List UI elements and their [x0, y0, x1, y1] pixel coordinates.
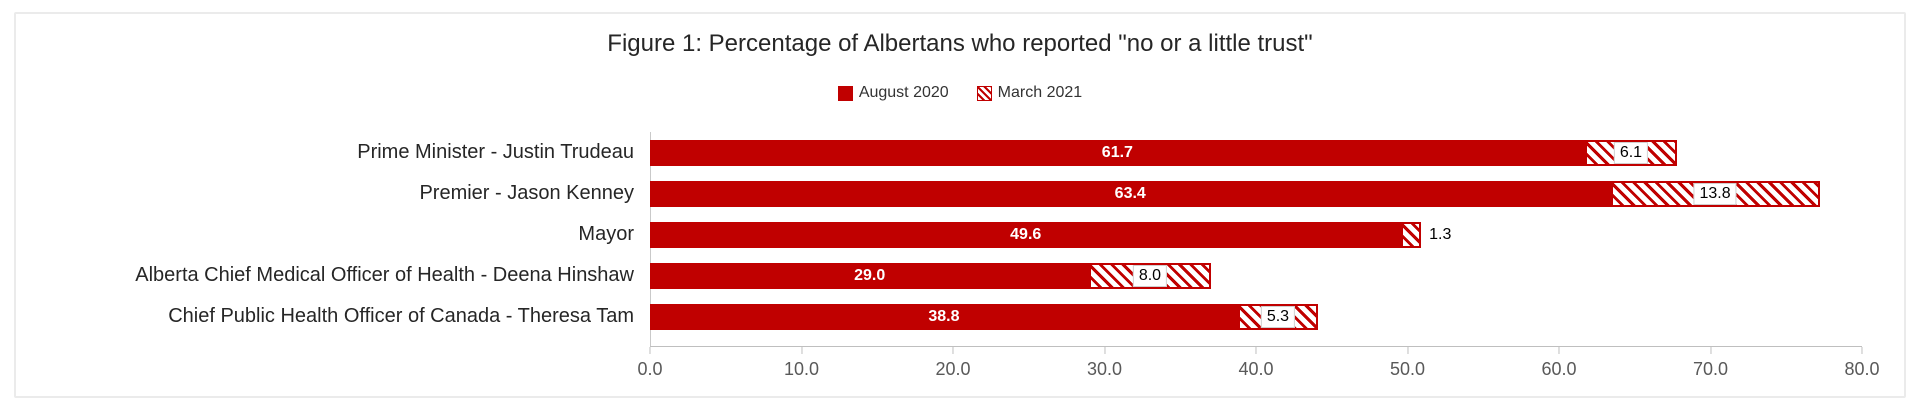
- category-label: Chief Public Health Officer of Canada - …: [168, 305, 634, 327]
- x-axis-tick: 0.0: [637, 347, 663, 380]
- x-axis: 0.0 10.0 20.0 30.0 40.0 50.0 60.0 70.0 80.0: [637, 346, 1880, 386]
- tick-label: 40.0: [1238, 359, 1274, 379]
- x-axis-tick: 10.0: [784, 347, 819, 380]
- bar-track: 38.8 5.3 5.3: [650, 303, 1862, 330]
- tick-mark: [800, 347, 802, 354]
- x-axis-tick: 60.0: [1541, 347, 1577, 380]
- bar-value-label-august: 29.0: [854, 266, 886, 284]
- chart-row: Prime Minister - Justin Trudeau 61.7 6.1…: [16, 132, 1862, 173]
- tick-label: 10.0: [783, 359, 820, 379]
- tick-mark: [952, 347, 954, 354]
- chart-row: Chief Public Health Officer of Canada - …: [16, 296, 1862, 337]
- legend-swatch-hatched: [976, 85, 992, 101]
- bar-march-2021: 1.3: [1401, 221, 1422, 248]
- bar-august-2020: 38.8: [650, 303, 1238, 330]
- tick-label: 20.0: [935, 359, 971, 379]
- tick-mark: [1709, 347, 1711, 354]
- tick-label: 80.0: [1844, 359, 1880, 379]
- tick-mark: [649, 347, 651, 354]
- tick-mark: [1255, 347, 1257, 354]
- bar-value-label-march-outside: 1.3: [1429, 225, 1452, 243]
- bar-value-label-august: 49.6: [1010, 225, 1042, 243]
- category-label: Prime Minister - Justin Trudeau: [357, 141, 634, 163]
- x-axis-tick: 80.0: [1844, 347, 1880, 380]
- bar-value-label-march: 8.0: [1132, 264, 1168, 287]
- category-label: Mayor: [578, 223, 634, 245]
- bar-track: 49.6 1.3 1.3: [650, 221, 1862, 248]
- chart-title: Figure 1: Percentage of Albertans who re…: [607, 30, 1313, 57]
- bar-track: 63.4 13.8 13.8: [650, 180, 1862, 207]
- bar-value-label-march: 13.8: [1693, 182, 1737, 205]
- bar-value-label-march: 5.3: [1260, 305, 1296, 328]
- tick-label: 30.0: [1086, 359, 1123, 379]
- x-axis-tick: 30.0: [1087, 347, 1122, 380]
- tick-mark: [1406, 347, 1408, 354]
- legend-swatch-solid: [837, 85, 853, 101]
- legend-item-march-2021: March 2021: [976, 84, 1083, 102]
- bar-value-label-august: 38.8: [928, 307, 960, 325]
- category-label: Alberta Chief Medical Officer of Health …: [135, 264, 634, 286]
- bar-march-2021: 6.1: [1584, 139, 1678, 166]
- bar-march-2021: 13.8: [1610, 180, 1820, 207]
- bar-august-2020: 63.4: [650, 180, 1611, 207]
- bar-value-label-august: 61.7: [1101, 143, 1133, 161]
- x-axis-tick: 40.0: [1238, 347, 1274, 380]
- bar-track: 61.7 6.1 6.1: [650, 139, 1862, 166]
- bar-march-2021: 8.0: [1089, 262, 1211, 289]
- bar-value-label-august: 63.4: [1114, 184, 1146, 202]
- bar-track: 29.0 8.0 8.0: [650, 262, 1862, 289]
- category-label: Premier - Jason Kenney: [419, 182, 634, 204]
- x-axis-tick: 70.0: [1693, 347, 1728, 380]
- tick-label: 60.0: [1541, 359, 1577, 379]
- bar-value-label-march: 6.1: [1613, 141, 1649, 164]
- bar-august-2020: 29.0: [650, 262, 1090, 289]
- x-axis-tick: 20.0: [935, 347, 971, 380]
- tick-label: 50.0: [1389, 359, 1426, 379]
- bar-march-2021: 5.3: [1237, 303, 1319, 330]
- legend-label: March 2021: [997, 84, 1083, 101]
- tick-mark: [1103, 347, 1105, 354]
- tick-label: 0.0: [637, 359, 663, 379]
- x-axis-tick: 50.0: [1390, 347, 1425, 380]
- tick-mark: [1861, 347, 1863, 354]
- tick-mark: [1558, 347, 1560, 354]
- chart-row: Mayor 49.6 1.3 1.3: [16, 214, 1862, 255]
- tick-label: 70.0: [1692, 359, 1729, 379]
- chart-frame: Figure 1: Percentage of Albertans who re…: [14, 12, 1906, 398]
- legend-label: August 2020: [858, 84, 949, 101]
- bar-august-2020: 61.7: [650, 139, 1585, 166]
- plot-area: Prime Minister - Justin Trudeau 61.7 6.1…: [16, 132, 1862, 337]
- legend-item-august-2020: August 2020: [837, 84, 949, 102]
- chart-row: Premier - Jason Kenney 63.4 13.8 13.8: [16, 173, 1862, 214]
- legend: August 2020 March 2021: [16, 84, 1904, 102]
- chart-row: Alberta Chief Medical Officer of Health …: [16, 255, 1862, 296]
- bar-august-2020: 49.6: [650, 221, 1402, 248]
